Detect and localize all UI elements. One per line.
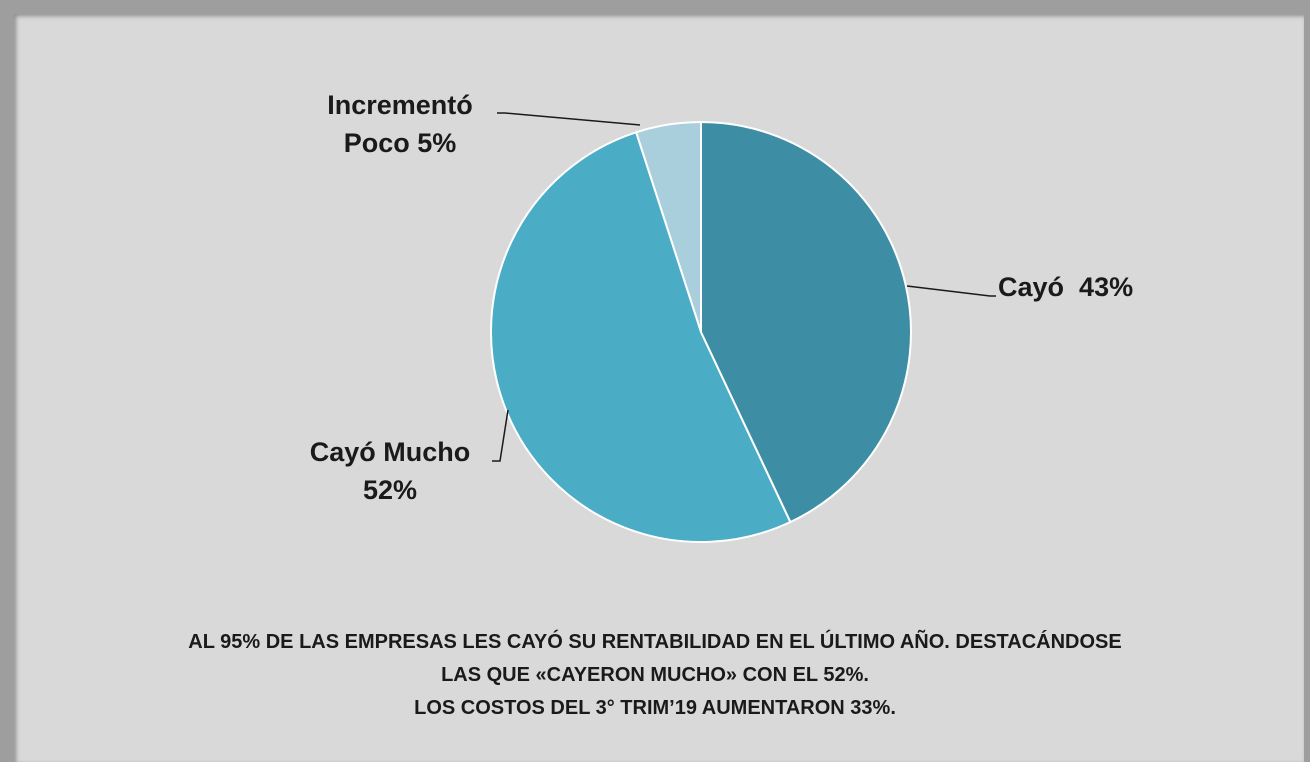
annotation: LOS COSTOS DEL 3° TRIM’19 AUMENTARON 33%… xyxy=(414,697,896,719)
leader-line xyxy=(497,112,641,126)
leader-lines xyxy=(492,112,996,462)
value-label: 5% xyxy=(417,128,457,158)
leader-line xyxy=(492,409,509,462)
slice-label: Cayó Mucho 52% xyxy=(285,433,495,509)
slice-label: Incrementó Poco 5% xyxy=(300,86,500,162)
category-label: Incrementó Poco xyxy=(327,90,473,158)
slice-label: Cayó 43% xyxy=(998,268,1133,306)
category-label: Cayó xyxy=(998,272,1065,302)
leader-line xyxy=(906,285,996,297)
annotation: LAS QUE «CAYERON MUCHO» CON EL 52%. xyxy=(441,664,869,686)
annotations: AL 95% DE LAS EMPRESAS LES CAYÓ SU RENTA… xyxy=(0,626,1310,725)
pie-slice xyxy=(700,120,912,524)
pie-slice xyxy=(490,131,792,543)
annotation: AL 95% DE LAS EMPRESAS LES CAYÓ SU RENTA… xyxy=(188,631,1122,653)
value-label: 43% xyxy=(1079,272,1134,302)
value-label: 52% xyxy=(362,475,418,505)
category-label: Cayó Mucho xyxy=(309,437,471,467)
